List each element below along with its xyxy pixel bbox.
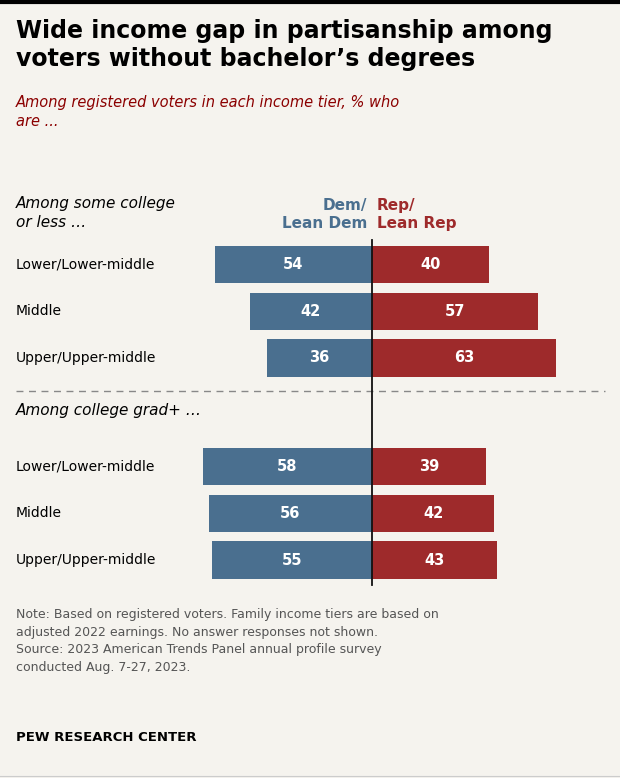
Text: 42: 42 xyxy=(301,303,321,319)
Bar xyxy=(203,448,372,485)
Text: Middle: Middle xyxy=(16,304,61,318)
Bar xyxy=(372,448,485,485)
Bar xyxy=(372,246,489,283)
Text: Dem/
Lean Dem: Dem/ Lean Dem xyxy=(281,198,367,231)
Text: Middle: Middle xyxy=(16,506,61,520)
Bar xyxy=(372,495,494,532)
Bar xyxy=(267,339,372,377)
Bar xyxy=(211,541,372,579)
Text: Upper/Upper-middle: Upper/Upper-middle xyxy=(16,351,156,365)
Text: 57: 57 xyxy=(445,303,465,319)
Bar xyxy=(372,339,556,377)
Text: 54: 54 xyxy=(283,257,304,272)
Text: 58: 58 xyxy=(277,459,298,475)
Text: Lower/Lower-middle: Lower/Lower-middle xyxy=(16,258,155,272)
Bar xyxy=(209,495,372,532)
Text: 55: 55 xyxy=(281,552,302,568)
Text: Among registered voters in each income tier, % who
are ...: Among registered voters in each income t… xyxy=(16,95,400,129)
Bar xyxy=(372,541,497,579)
Text: 56: 56 xyxy=(280,506,301,521)
Text: 39: 39 xyxy=(418,459,439,475)
Text: Rep/
Lean Rep: Rep/ Lean Rep xyxy=(377,198,456,231)
Text: Among college grad+ …: Among college grad+ … xyxy=(16,403,202,418)
Text: 63: 63 xyxy=(454,350,474,366)
Text: 42: 42 xyxy=(423,506,443,521)
Text: 36: 36 xyxy=(309,350,330,366)
Bar xyxy=(250,293,372,330)
Text: PEW RESEARCH CENTER: PEW RESEARCH CENTER xyxy=(16,731,196,745)
Text: 40: 40 xyxy=(420,257,440,272)
Text: Among some college
or less …: Among some college or less … xyxy=(16,196,175,230)
Text: Note: Based on registered voters. Family income tiers are based on
adjusted 2022: Note: Based on registered voters. Family… xyxy=(16,608,438,674)
Text: Upper/Upper-middle: Upper/Upper-middle xyxy=(16,553,156,567)
Text: Lower/Lower-middle: Lower/Lower-middle xyxy=(16,460,155,474)
Text: Wide income gap in partisanship among
voters without bachelor’s degrees: Wide income gap in partisanship among vo… xyxy=(16,19,552,72)
Bar xyxy=(215,246,372,283)
Bar xyxy=(372,293,538,330)
Text: 43: 43 xyxy=(425,552,445,568)
